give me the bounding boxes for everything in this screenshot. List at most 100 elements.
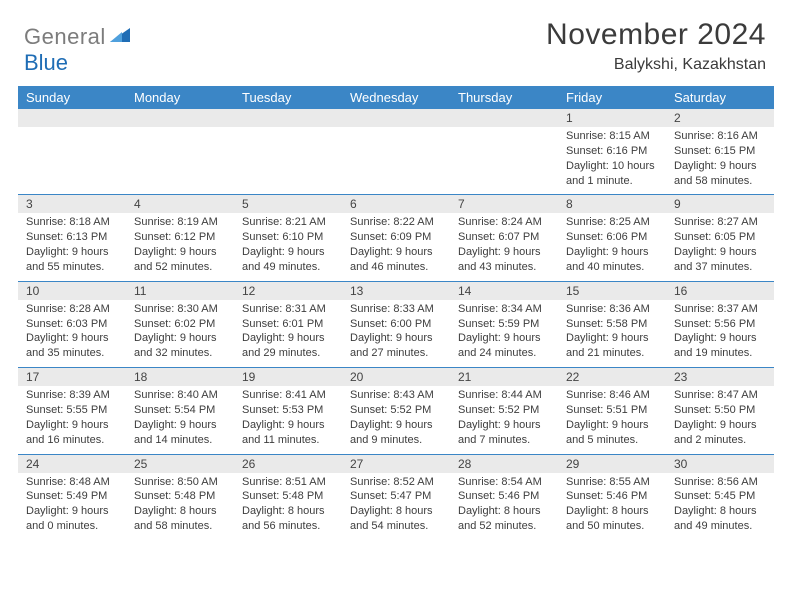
sunrise-text: Sunrise: 8:56 AM	[674, 475, 766, 490]
date-data-cell: Sunrise: 8:25 AMSunset: 6:06 PMDaylight:…	[558, 213, 666, 281]
sunset-text: Sunset: 6:10 PM	[242, 230, 334, 245]
daylight-text-2: and 52 minutes.	[134, 260, 226, 275]
sunrise-text: Sunrise: 8:52 AM	[350, 475, 442, 490]
date-number-cell: 21	[450, 368, 558, 387]
daylight-text-1: Daylight: 9 hours	[566, 245, 658, 260]
sunrise-text: Sunrise: 8:40 AM	[134, 388, 226, 403]
sunrise-text: Sunrise: 8:34 AM	[458, 302, 550, 317]
sunrise-text: Sunrise: 8:46 AM	[566, 388, 658, 403]
sunset-text: Sunset: 5:55 PM	[26, 403, 118, 418]
date-number-cell: 26	[234, 454, 342, 473]
daylight-text-1: Daylight: 9 hours	[26, 331, 118, 346]
date-number-cell: 24	[18, 454, 126, 473]
col-sunday: Sunday	[18, 86, 126, 109]
daylight-text-2: and 11 minutes.	[242, 433, 334, 448]
date-number-cell: 25	[126, 454, 234, 473]
col-thursday: Thursday	[450, 86, 558, 109]
date-data-cell	[234, 127, 342, 195]
sunrise-text: Sunrise: 8:37 AM	[674, 302, 766, 317]
date-data-row: Sunrise: 8:48 AMSunset: 5:49 PMDaylight:…	[18, 473, 774, 540]
date-number-row: 3456789	[18, 195, 774, 214]
daylight-text-2: and 14 minutes.	[134, 433, 226, 448]
date-number-cell: 10	[18, 281, 126, 300]
sunrise-text: Sunrise: 8:21 AM	[242, 215, 334, 230]
daylight-text-1: Daylight: 9 hours	[458, 418, 550, 433]
sunset-text: Sunset: 6:12 PM	[134, 230, 226, 245]
sunrise-text: Sunrise: 8:30 AM	[134, 302, 226, 317]
date-data-cell: Sunrise: 8:15 AMSunset: 6:16 PMDaylight:…	[558, 127, 666, 195]
sunrise-text: Sunrise: 8:16 AM	[674, 129, 766, 144]
date-number-cell	[342, 109, 450, 127]
sunset-text: Sunset: 6:07 PM	[458, 230, 550, 245]
sunset-text: Sunset: 5:45 PM	[674, 489, 766, 504]
date-number-cell: 22	[558, 368, 666, 387]
daylight-text-2: and 49 minutes.	[242, 260, 334, 275]
daylight-text-1: Daylight: 9 hours	[566, 331, 658, 346]
date-data-cell: Sunrise: 8:48 AMSunset: 5:49 PMDaylight:…	[18, 473, 126, 540]
date-number-cell: 29	[558, 454, 666, 473]
date-number-cell: 17	[18, 368, 126, 387]
daylight-text-2: and 0 minutes.	[26, 519, 118, 534]
sunrise-text: Sunrise: 8:41 AM	[242, 388, 334, 403]
daylight-text-2: and 27 minutes.	[350, 346, 442, 361]
daylight-text-1: Daylight: 8 hours	[566, 504, 658, 519]
date-data-cell: Sunrise: 8:39 AMSunset: 5:55 PMDaylight:…	[18, 386, 126, 454]
date-data-cell: Sunrise: 8:33 AMSunset: 6:00 PMDaylight:…	[342, 300, 450, 368]
sunset-text: Sunset: 6:00 PM	[350, 317, 442, 332]
daylight-text-1: Daylight: 9 hours	[566, 418, 658, 433]
date-number-cell: 23	[666, 368, 774, 387]
date-number-row: 24252627282930	[18, 454, 774, 473]
daylight-text-2: and 58 minutes.	[134, 519, 226, 534]
date-data-cell: Sunrise: 8:24 AMSunset: 6:07 PMDaylight:…	[450, 213, 558, 281]
daylight-text-2: and 29 minutes.	[242, 346, 334, 361]
sunrise-text: Sunrise: 8:51 AM	[242, 475, 334, 490]
date-data-cell	[126, 127, 234, 195]
date-number-row: 10111213141516	[18, 281, 774, 300]
sunrise-text: Sunrise: 8:54 AM	[458, 475, 550, 490]
date-number-cell: 20	[342, 368, 450, 387]
date-data-cell: Sunrise: 8:46 AMSunset: 5:51 PMDaylight:…	[558, 386, 666, 454]
daylight-text-1: Daylight: 8 hours	[674, 504, 766, 519]
date-data-cell: Sunrise: 8:56 AMSunset: 5:45 PMDaylight:…	[666, 473, 774, 540]
date-data-cell: Sunrise: 8:27 AMSunset: 6:05 PMDaylight:…	[666, 213, 774, 281]
daylight-text-1: Daylight: 9 hours	[134, 245, 226, 260]
date-number-cell	[126, 109, 234, 127]
sunset-text: Sunset: 6:05 PM	[674, 230, 766, 245]
date-data-cell	[18, 127, 126, 195]
date-data-cell: Sunrise: 8:21 AMSunset: 6:10 PMDaylight:…	[234, 213, 342, 281]
sunset-text: Sunset: 6:02 PM	[134, 317, 226, 332]
sunrise-text: Sunrise: 8:48 AM	[26, 475, 118, 490]
sunset-text: Sunset: 6:15 PM	[674, 144, 766, 159]
daylight-text-1: Daylight: 9 hours	[26, 245, 118, 260]
daylight-text-2: and 40 minutes.	[566, 260, 658, 275]
daylight-text-2: and 19 minutes.	[674, 346, 766, 361]
sunrise-text: Sunrise: 8:27 AM	[674, 215, 766, 230]
sunset-text: Sunset: 5:58 PM	[566, 317, 658, 332]
daylight-text-1: Daylight: 9 hours	[458, 245, 550, 260]
date-number-cell: 30	[666, 454, 774, 473]
date-data-row: Sunrise: 8:15 AMSunset: 6:16 PMDaylight:…	[18, 127, 774, 195]
sunset-text: Sunset: 5:56 PM	[674, 317, 766, 332]
daylight-text-2: and 55 minutes.	[26, 260, 118, 275]
date-data-cell: Sunrise: 8:52 AMSunset: 5:47 PMDaylight:…	[342, 473, 450, 540]
header: General November 2024 Balykshi, Kazakhst…	[18, 18, 774, 84]
daylight-text-2: and 7 minutes.	[458, 433, 550, 448]
date-data-row: Sunrise: 8:18 AMSunset: 6:13 PMDaylight:…	[18, 213, 774, 281]
sunrise-text: Sunrise: 8:24 AM	[458, 215, 550, 230]
col-monday: Monday	[126, 86, 234, 109]
sunset-text: Sunset: 6:01 PM	[242, 317, 334, 332]
date-data-cell: Sunrise: 8:18 AMSunset: 6:13 PMDaylight:…	[18, 213, 126, 281]
daylight-text-2: and 1 minute.	[566, 174, 658, 189]
sunrise-text: Sunrise: 8:47 AM	[674, 388, 766, 403]
daylight-text-1: Daylight: 10 hours	[566, 159, 658, 174]
daylight-text-2: and 24 minutes.	[458, 346, 550, 361]
date-data-cell: Sunrise: 8:41 AMSunset: 5:53 PMDaylight:…	[234, 386, 342, 454]
sunrise-text: Sunrise: 8:15 AM	[566, 129, 658, 144]
sunrise-text: Sunrise: 8:43 AM	[350, 388, 442, 403]
date-data-row: Sunrise: 8:39 AMSunset: 5:55 PMDaylight:…	[18, 386, 774, 454]
date-number-cell: 2	[666, 109, 774, 127]
date-data-cell: Sunrise: 8:30 AMSunset: 6:02 PMDaylight:…	[126, 300, 234, 368]
date-data-cell	[450, 127, 558, 195]
daylight-text-2: and 21 minutes.	[566, 346, 658, 361]
sunset-text: Sunset: 6:09 PM	[350, 230, 442, 245]
